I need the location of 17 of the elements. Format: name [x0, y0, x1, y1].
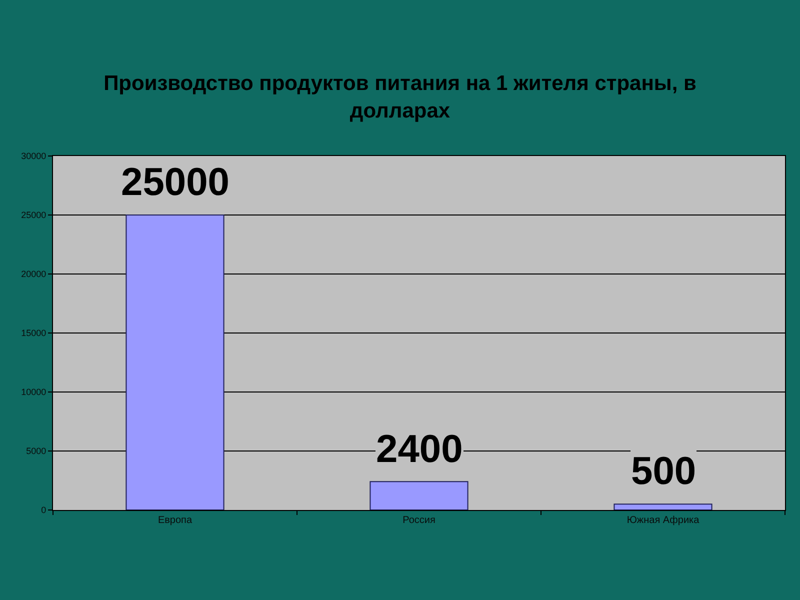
bar: [614, 504, 712, 510]
y-tick-label: 0: [41, 505, 46, 516]
y-tick-label: 10000: [21, 387, 46, 398]
data-label: 2400: [376, 428, 463, 471]
y-tick-label: 20000: [21, 269, 46, 280]
x-tick-label: Европа: [158, 515, 192, 526]
data-label: 500: [631, 450, 696, 493]
x-tick-label: Россия: [402, 515, 436, 526]
y-tick-label: 5000: [26, 446, 46, 456]
chart-title: Производство продуктов питания на 1 жителя страны, в долларах: [104, 72, 696, 122]
y-tick-label: 25000: [21, 210, 46, 220]
bar: [370, 481, 468, 510]
data-label: 25000: [121, 161, 230, 204]
x-tick-label: Южная Африка: [626, 515, 700, 526]
y-tick-label: 15000: [21, 328, 46, 338]
bar: [126, 214, 224, 510]
y-tick-label: 30000: [21, 151, 46, 162]
